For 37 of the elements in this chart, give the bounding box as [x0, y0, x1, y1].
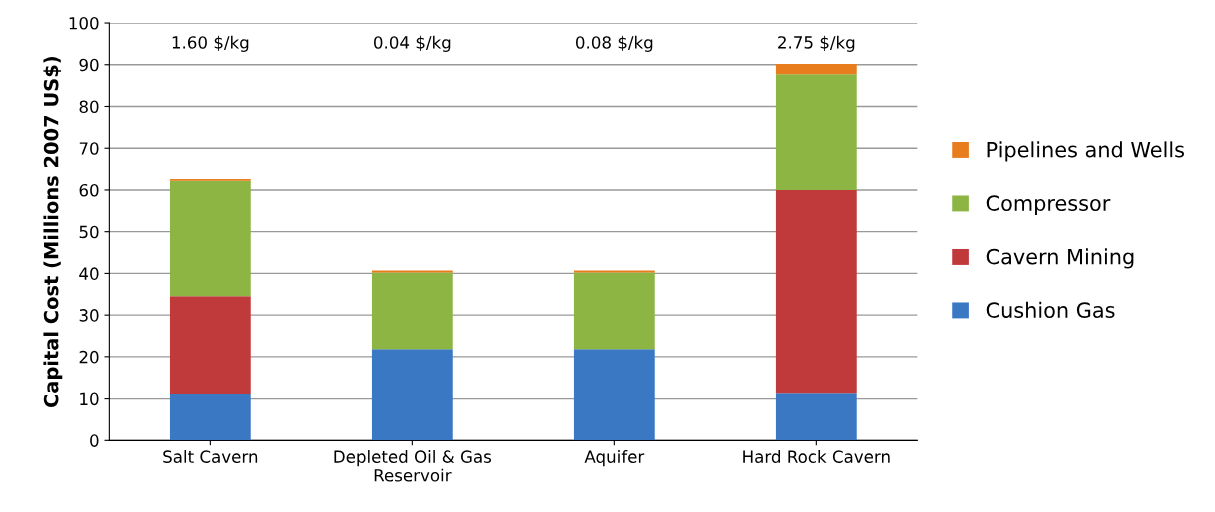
y-axis-title: Capital Cost (Millions 2007 US$)	[43, 57, 63, 408]
bar	[775, 189, 857, 394]
y-tick-label: 70	[79, 142, 99, 155]
bar	[573, 349, 655, 441]
bar	[371, 272, 453, 350]
annotation: 1.60 $/kg	[172, 35, 249, 52]
legend-label: Cushion Gas	[986, 301, 1115, 318]
bar	[573, 270, 655, 273]
bar	[371, 270, 453, 273]
bar	[775, 63, 857, 75]
x-tick-label: Depleted Oil & Gas Reservoir	[334, 450, 492, 482]
x-tick-label: Hard Rock Cavern	[743, 450, 890, 463]
y-tick-label: 100	[69, 17, 99, 30]
bar	[169, 394, 251, 441]
y-tick-label: 40	[79, 267, 99, 280]
bar	[775, 74, 857, 190]
y-tick-label: 80	[79, 100, 99, 114]
legend-label: Pipelines and Wells	[987, 141, 1184, 162]
annotation: 0.04 $/kg	[374, 35, 451, 52]
annotation: 0.08 $/kg	[576, 35, 653, 52]
y-tick-label: 20	[79, 350, 99, 364]
legend-label: Cavern Mining	[986, 248, 1134, 269]
y-tick-label: 60	[79, 183, 99, 197]
y-tick-label: 0	[90, 434, 99, 447]
bar	[169, 180, 251, 297]
bar	[573, 272, 655, 350]
y-tick-label: 50	[79, 225, 99, 239]
x-tick-label: Aquifer	[584, 450, 645, 467]
y-tick-label: 90	[79, 58, 99, 72]
x-tick-label: Salt Cavern	[163, 450, 258, 463]
bar	[169, 296, 251, 394]
legend-label: Compressor	[986, 195, 1111, 216]
y-tick-label: 30	[79, 309, 99, 322]
y-tick-label: 10	[80, 392, 99, 406]
bar	[371, 349, 453, 441]
bar	[775, 393, 857, 441]
annotation: 2.75 $/kg	[778, 35, 855, 52]
